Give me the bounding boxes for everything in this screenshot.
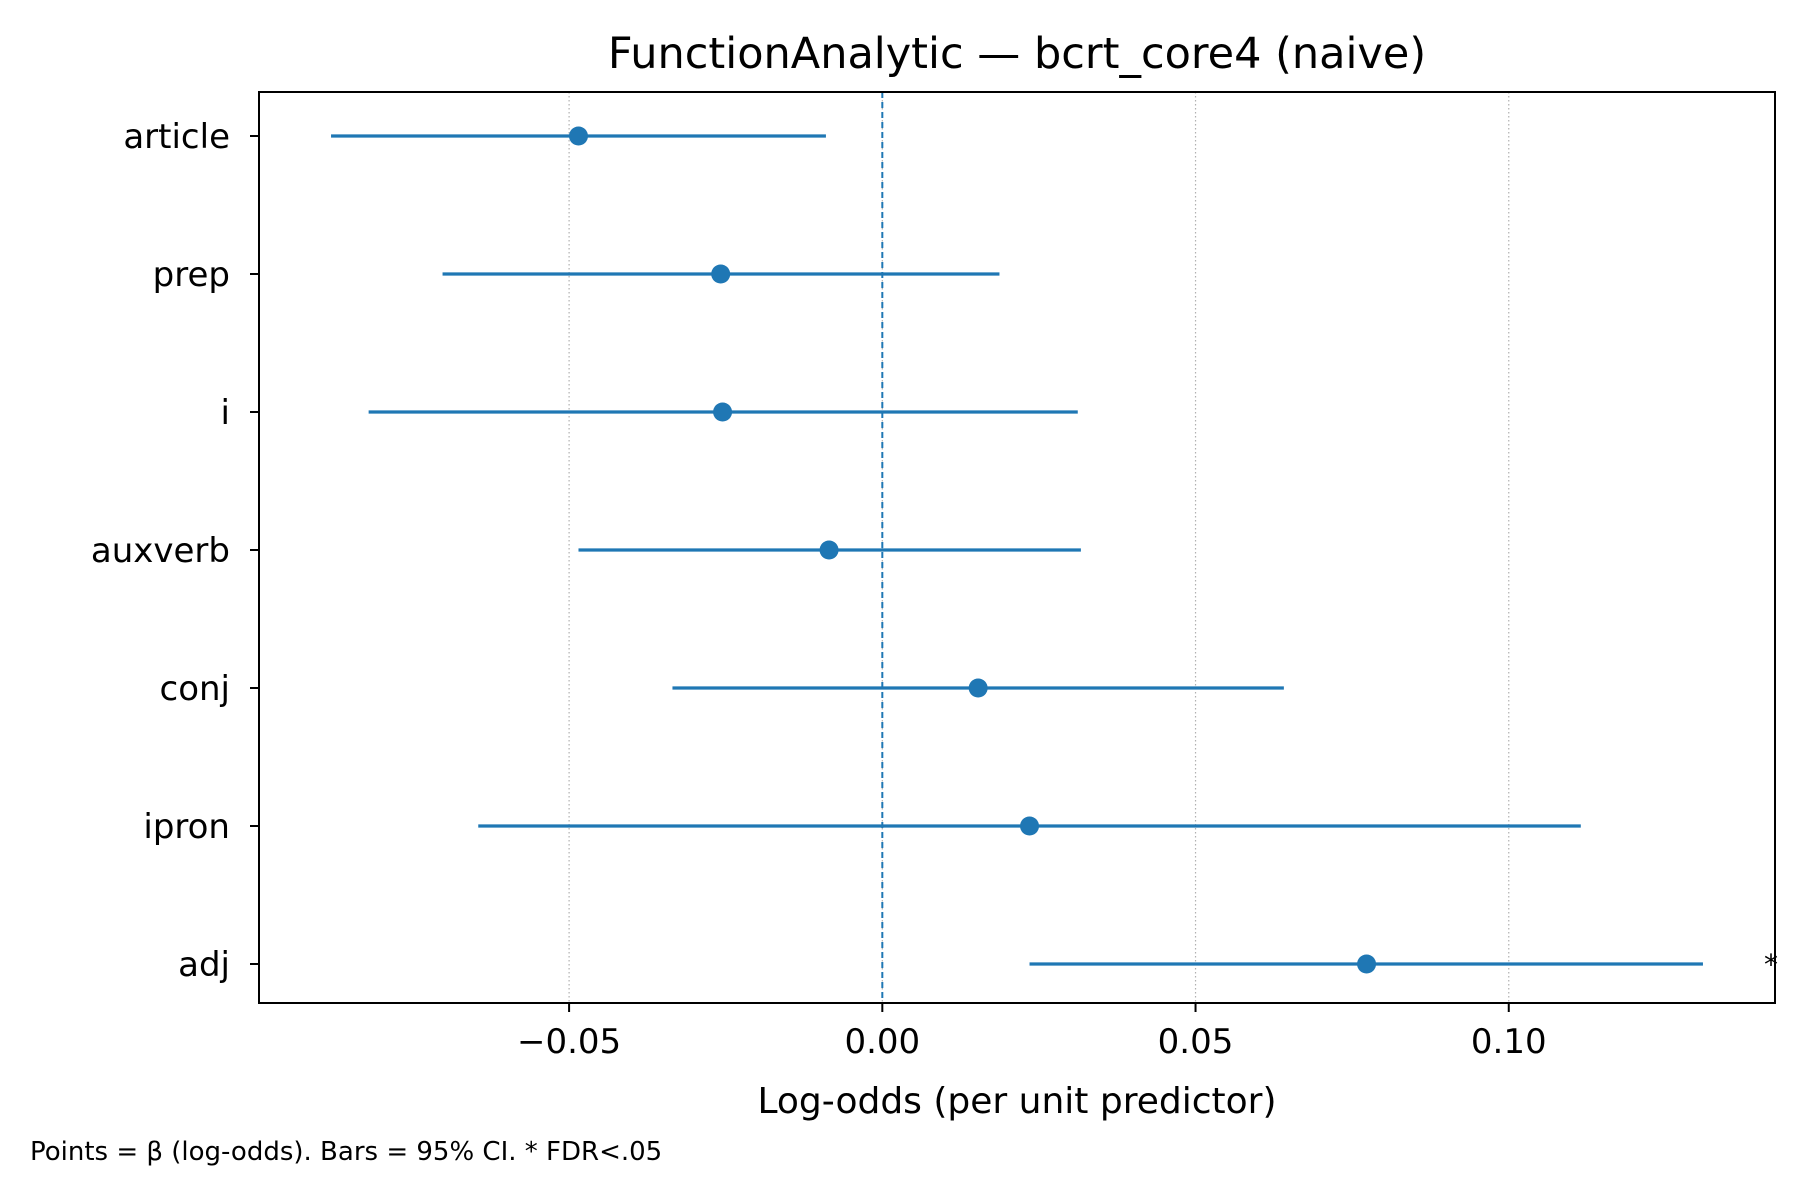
axes: −0.05 0.00 0.05 0.10 article prep i auxverb conj… — [91, 117, 1547, 1062]
point-estimate-conj — [968, 678, 988, 698]
x-tick-label: 0.05 — [1158, 1022, 1234, 1062]
point-estimate-auxverb — [819, 540, 839, 560]
x-tick-label: 0.10 — [1471, 1022, 1547, 1062]
y-tick-label: article — [123, 117, 230, 157]
x-tick-label: −0.05 — [517, 1022, 621, 1062]
chart-marks: * — [331, 126, 1778, 981]
x-tick-label: 0.00 — [844, 1022, 920, 1062]
point-estimate-ipron — [1020, 816, 1040, 836]
point-estimate-adj — [1357, 954, 1377, 974]
chart-title: FunctionAnalytic — bcrt_core4 (naive) — [608, 29, 1426, 79]
y-tick-label: conj — [160, 669, 231, 709]
y-tick-label: ipron — [143, 807, 230, 847]
y-tick-label: prep — [153, 255, 230, 295]
y-tick-label: auxverb — [91, 531, 230, 571]
y-tick-label: adj — [178, 945, 230, 985]
plot-frame — [258, 91, 1776, 1004]
point-estimate-i — [713, 402, 733, 422]
point-estimate-prep — [711, 264, 731, 284]
footnote: Points = β (log-odds). Bars = 95% CI. * … — [30, 1137, 662, 1167]
point-estimate-article — [568, 126, 588, 146]
grid-lines — [568, 92, 1510, 1003]
y-tick-label: i — [221, 393, 230, 433]
x-axis-title: Log-odds (per unit predictor) — [757, 1081, 1276, 1122]
